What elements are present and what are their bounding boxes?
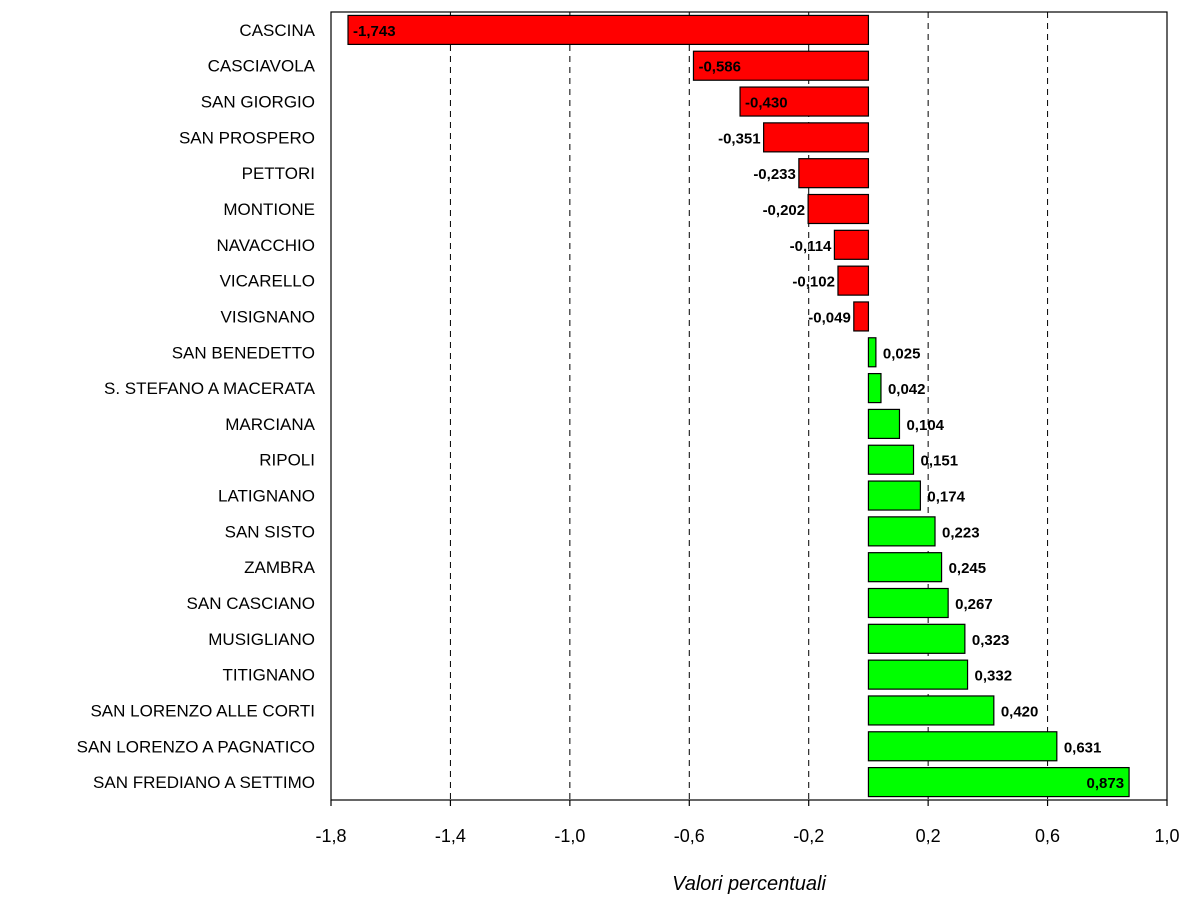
category-label: MUSIGLIANO [208, 630, 315, 649]
bar [867, 731, 1058, 762]
bar [867, 480, 921, 511]
category-label: CASCINA [239, 21, 315, 40]
value-label: 0,323 [972, 632, 1010, 649]
x-tick-label: -0,6 [674, 826, 705, 846]
category-label: SAN SISTO [225, 522, 315, 541]
category-label: SAN FREDIANO A SETTIMO [93, 773, 315, 792]
bar [867, 444, 915, 475]
bar [763, 122, 870, 153]
category-label: SAN BENEDETTO [172, 343, 315, 362]
value-label: -0,202 [763, 202, 806, 219]
value-label: 0,267 [955, 596, 993, 613]
category-label: VICARELLO [220, 272, 315, 291]
bars [347, 14, 1130, 798]
category-label: NAVACCHIO [216, 236, 315, 255]
value-label: -0,049 [808, 309, 851, 326]
category-label: SAN GIORGIO [201, 93, 315, 112]
value-label: 0,025 [883, 345, 921, 362]
value-label: 0,420 [1001, 703, 1039, 720]
value-label: -0,102 [792, 274, 835, 291]
value-label: -0,430 [745, 95, 788, 112]
value-label: 0,873 [1087, 775, 1125, 792]
x-tick-label: 0,6 [1035, 826, 1060, 846]
value-labels: -1,743 -0,586 -0,430 -0,351 -0,233 -0,202 -0,1… [353, 23, 1124, 792]
category-label: RIPOLI [259, 451, 315, 470]
category-label: SAN LORENZO ALLE CORTI [90, 701, 315, 720]
value-label: -0,586 [698, 59, 741, 76]
x-tick-label: -0,2 [793, 826, 824, 846]
bar [867, 408, 901, 440]
x-axis-ticks: -1,8 -1,4 -1,0 -0,6 -0,2 0,2 0,6 1,0 [315, 800, 1180, 846]
value-label: 0,104 [906, 417, 944, 434]
value-label: 0,151 [921, 453, 959, 470]
category-label: CASCIAVOLA [208, 57, 316, 76]
value-label: 0,042 [888, 381, 926, 398]
value-label: -0,114 [790, 238, 832, 255]
category-label: PETTORI [242, 164, 315, 183]
category-label: TITIGNANO [222, 666, 315, 685]
x-tick-label: -1,8 [315, 826, 346, 846]
category-label: SAN CASCIANO [187, 594, 315, 613]
value-label: -0,351 [718, 130, 761, 147]
x-tick-label: 0,2 [916, 826, 941, 846]
bar [867, 659, 969, 690]
value-label: -0,233 [753, 166, 796, 183]
value-label: 0,223 [942, 524, 980, 541]
bar [867, 516, 936, 547]
value-label: 0,631 [1064, 739, 1102, 756]
bar [739, 86, 870, 117]
value-label: 0,332 [975, 668, 1013, 685]
bar [347, 14, 870, 46]
category-label: MARCIANA [225, 415, 315, 434]
bar [867, 552, 943, 583]
bar [867, 623, 966, 654]
plot-area-frame [330, 11, 1168, 801]
category-labels: CASCINA CASCIAVOLA SAN GIORGIO SAN PROSPERO… [77, 21, 316, 792]
bar [867, 587, 949, 619]
x-tick-label: -1,0 [554, 826, 585, 846]
bar [692, 50, 870, 81]
bar [867, 695, 995, 726]
bar [798, 158, 870, 189]
value-label: -1,743 [353, 23, 396, 40]
bar [867, 337, 877, 368]
bar [853, 301, 870, 332]
value-label: 0,174 [927, 489, 965, 506]
x-tick-label: 1,0 [1154, 826, 1179, 846]
category-label: VISIGNANO [221, 307, 315, 326]
x-axis-title: Valori percentuali [672, 873, 826, 895]
bar [807, 193, 870, 225]
category-label: SAN PROSPERO [179, 128, 315, 147]
bar [833, 229, 870, 260]
category-label: LATIGNANO [218, 487, 315, 506]
category-label: MONTIONE [223, 200, 315, 219]
x-tick-label: -1,4 [435, 826, 466, 846]
category-label: S. STEFANO A MACERATA [104, 379, 316, 398]
category-label: ZAMBRA [244, 558, 316, 577]
bar [837, 265, 870, 296]
bar [867, 372, 882, 404]
category-label: SAN LORENZO A PAGNATICO [77, 737, 315, 756]
value-label: 0,245 [949, 560, 987, 577]
bar [867, 766, 1130, 798]
